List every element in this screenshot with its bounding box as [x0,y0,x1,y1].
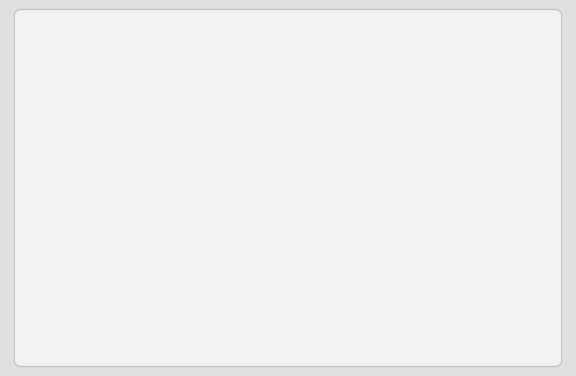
Text: d.: d. [66,300,84,315]
Text: $\mathbf{y}(t) = 3 \cdot \mathbf{x}(t)$: $\mathbf{y}(t) = 3 \cdot \mathbf{x}(t)$ [54,58,154,77]
Text: Indicate which of the statement(s) below is(are) true:: Indicate which of the statement(s) below… [32,22,441,37]
Text: b.: b. [66,240,84,255]
Text: a.: a. [66,210,83,225]
Text: (a): (a) [32,58,59,73]
Text: is memoryless and causal: is memoryless and causal [214,132,427,147]
Text: (c): (c) [32,132,58,147]
Text: is a linear expression: is a linear expression [202,58,377,73]
Text: (b): (b) [32,95,60,110]
Text: (b) and (c) are TRUE: (b) and (c) are TRUE [82,300,246,315]
Text: $\mathbf{y}(t) = \mathbf{x}(t+2)$: $\mathbf{y}(t) = \mathbf{x}(t+2)$ [54,95,162,114]
Text: (a) is the only TRUE statement: (a) is the only TRUE statement [82,240,328,255]
Text: (a) and (b) are TRUE: (a) and (b) are TRUE [82,270,247,285]
Text: c.: c. [66,270,82,285]
Text: All of them are TRUE: All of them are TRUE [82,210,249,225]
Text: is a causal system: is a causal system [172,95,324,110]
Text: $\mathbf{y}(t) = K \cdot \mathbf{x}(t-2)$: $\mathbf{y}(t) = K \cdot \mathbf{x}(t-2)… [54,132,184,151]
